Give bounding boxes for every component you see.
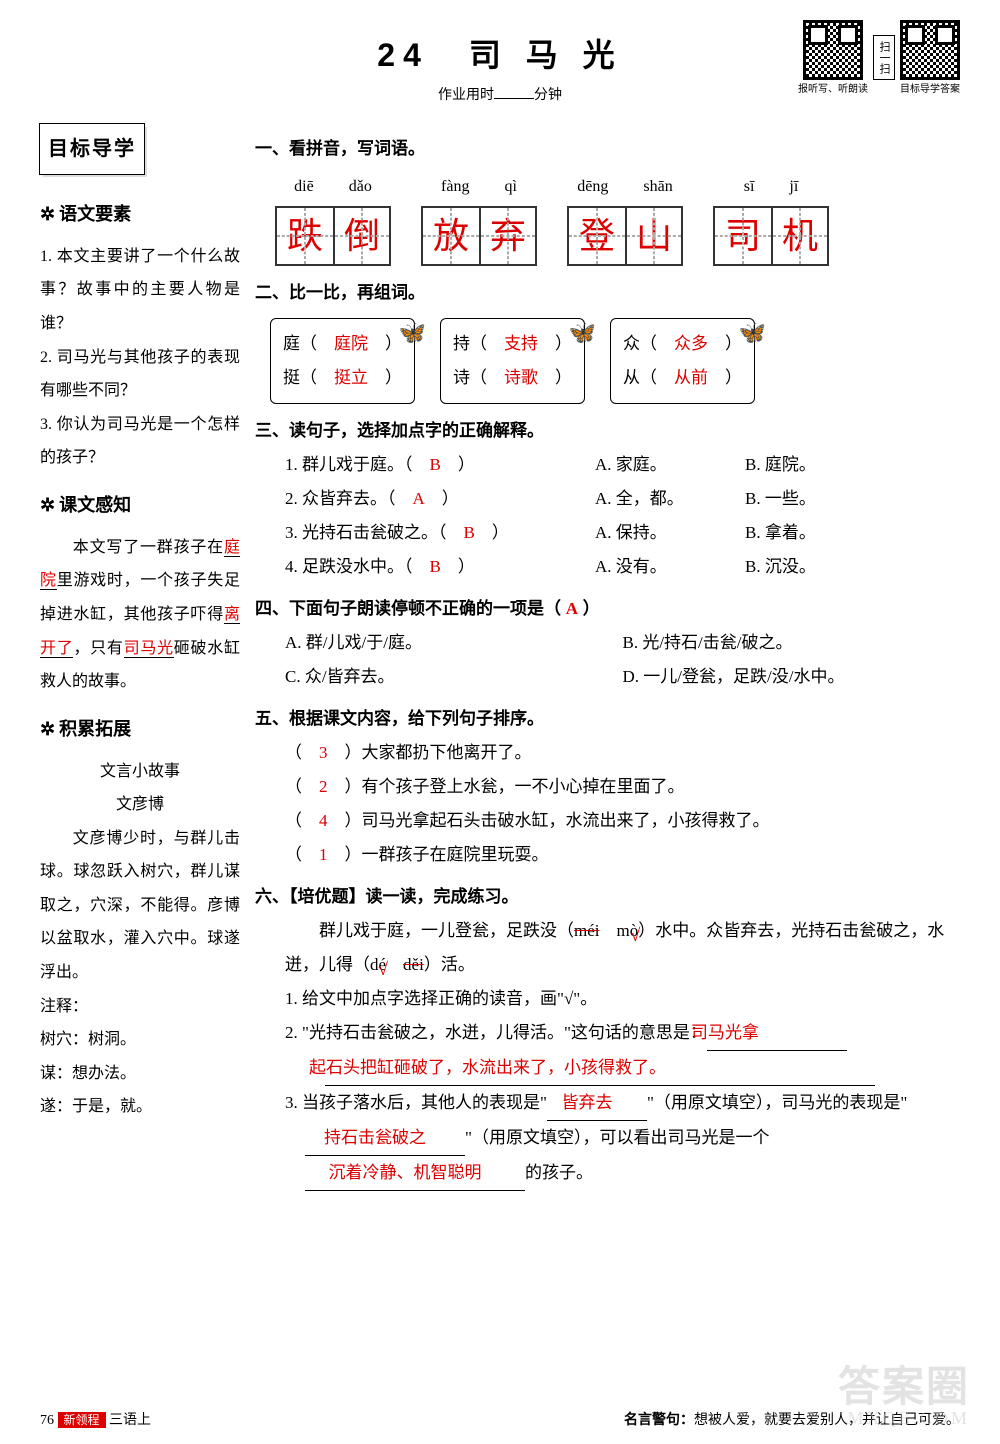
opt-a: A. 群/儿戏/于/庭。 <box>285 626 623 660</box>
sec2-title: 二、比一比，再组词。 <box>255 276 960 310</box>
sec6-q1: 1. 给文中加点字选择正确的读音，画"√"。 <box>255 982 960 1016</box>
sec4-title: 四、下面句子朗读停顿不正确的一项是（ A ） <box>255 592 960 626</box>
opt-b: B. 光/持石/击瓮/破之。 <box>623 626 961 660</box>
sidebar-section-jilei: ✲积累拓展 <box>40 711 240 749</box>
sec6-q3: 3. 当孩子落水后，其他人的表现是"皆弃去"（用原文填空），司马光的表现是"持石… <box>255 1086 960 1191</box>
q2-answer-part2[interactable]: 起石头把缸砸破了，水流出来了，小孩得救了。 <box>325 1051 875 1086</box>
tianzi-cell[interactable]: 机 <box>771 208 827 264</box>
watermark-sub: MXQE.COM <box>847 1408 970 1429</box>
q3-ans1[interactable]: 皆弃去 <box>547 1086 647 1121</box>
zuci-box: 庭（ 庭院 ）挺（ 挺立 ）🦋 <box>270 318 415 404</box>
zuci-row: 庭（ 庭院 ）挺（ 挺立 ）🦋 持（ 支持 ）诗（ 诗歌 ）🦋 众（ 众多 ）从（ … <box>270 318 960 404</box>
sidebar-q1: 1. 本文主要讲了一个什么故事？故事中的主要人物是谁？ <box>40 240 240 341</box>
note-2: 谋：想办法。 <box>40 1057 240 1091</box>
watermark-main: 答案圈 <box>838 1353 970 1414</box>
opt-c: C. 众/皆弃去。 <box>285 660 623 694</box>
sidebar-kewen-text: 本文写了一群孩子在庭院里游戏时，一个孩子失足掉进水缸，其他孩子吓得离开了，只有司… <box>40 531 240 699</box>
sec1-title: 一、看拼音，写词语。 <box>255 132 960 166</box>
sec3-list: 1. 群儿戏于庭。（ B ）A. 家庭。B. 庭院。2. 众皆弃去。（ A ）A… <box>255 448 960 584</box>
pinyin-wrong-2: děi <box>403 955 424 974</box>
pinyin-syllable: dēng <box>577 171 608 203</box>
sidebar-section-kewen: ✲课文感知 <box>40 487 240 525</box>
scan-label: 扫一扫 <box>873 35 895 80</box>
pinyin-syllable: dǎo <box>349 171 372 203</box>
main-content: 一、看拼音，写词语。 diē dǎo 跌倒 fàng qì 放弃 dēng shān 登山 sī j… <box>255 124 960 1191</box>
tianzi-cell[interactable]: 山 <box>625 208 681 264</box>
qr-icon <box>900 20 960 80</box>
sec3-item: 2. 众皆弃去。（ A ）A. 全，都。B. 一些。 <box>285 482 960 516</box>
qr-answer: 目标导学答案 <box>900 20 960 95</box>
story-body: 文彦博少时，与群儿击球。球忽跃入树穴，群儿谋取之，穴深，不能得。彦博以盆取水，灌… <box>40 822 240 990</box>
notes-head: 注释： <box>40 990 240 1024</box>
q3-ans3[interactable]: 沉着冷静、机智聪明 <box>305 1156 525 1191</box>
pinyin-syllable: fàng <box>441 171 469 203</box>
sec5-title: 五、根据课文内容，给下列句子排序。 <box>255 702 960 736</box>
sec4-opts-row1: A. 群/儿戏/于/庭。 B. 光/持石/击瓮/破之。 <box>255 626 960 660</box>
target-guide-head: 目标导学 <box>40 124 144 174</box>
sec3-item: 3. 光持石击瓮破之。（ B ）A. 保持。B. 拿着。 <box>285 516 960 550</box>
pinyin-syllable: shān <box>643 171 672 203</box>
word-box: dēng shān 登山 <box>567 171 683 266</box>
sec6-q2: 2. "光持石击瓮破之，水迸，儿得活。"这句话的意思是：司马光拿 起石头把缸砸破… <box>255 1016 960 1086</box>
sec3-title: 三、读句子，选择加点字的正确解释。 <box>255 414 960 448</box>
sidebar-section-yuwen: ✲语文要素 <box>40 196 240 234</box>
tianzi-cell[interactable]: 司 <box>715 208 771 264</box>
sec3-item: 1. 群儿戏于庭。（ B ）A. 家庭。B. 庭院。 <box>285 448 960 482</box>
qr-codes: 报听写、听朗读 扫一扫 目标导学答案 <box>798 20 960 95</box>
zuci-box: 众（ 众多 ）从（ 从前 ）🦋 <box>610 318 755 404</box>
qr-icon <box>803 20 863 80</box>
sec5-item: （ 3 ）大家都扔下他离开了。 <box>285 736 960 770</box>
story-author: 文彦博 <box>40 788 240 822</box>
page-info: 76 新领程 三语上 <box>40 1409 151 1429</box>
tianzi-cell[interactable]: 倒 <box>333 208 389 264</box>
word-box: fàng qì 放弃 <box>421 171 537 266</box>
sec6-title: 六、【培优题】读一读，完成练习。 <box>255 880 960 914</box>
pinyin-right-2: dé <box>370 955 386 974</box>
leaf-icon: ✲ <box>40 487 55 525</box>
q2-answer-part1[interactable]: 司马光拿 <box>707 1016 847 1051</box>
sec4-opts-row2: C. 众/皆弃去。 D. 一儿/登瓮，足跌/没/水中。 <box>255 660 960 694</box>
tianzige-row: diē dǎo 跌倒 fàng qì 放弃 dēng shān 登山 sī jī 司机 <box>275 171 960 266</box>
sec4-answer[interactable]: A <box>566 599 578 618</box>
zuci-box: 持（ 支持 ）诗（ 诗歌 ）🦋 <box>440 318 585 404</box>
note-1: 树穴：树洞。 <box>40 1023 240 1057</box>
sec5-item: （ 4 ）司马光拿起石头击破水缸，水流出来了，小孩得救了。 <box>285 804 960 838</box>
pinyin-syllable: qì <box>504 171 516 203</box>
leaf-icon: ✲ <box>40 711 55 749</box>
sec6-passage: 群儿戏于庭，一儿登瓮，足跌没（méi mò）水中。众皆弃去，光持石击瓮破之，水迸… <box>255 914 960 982</box>
sec5-list: （ 3 ）大家都扔下他离开了。（ 2 ）有个孩子登上水瓮，一不小心掉在里面了。（… <box>255 736 960 872</box>
tianzi-cell[interactable]: 登 <box>569 208 625 264</box>
word-box: sī jī 司机 <box>713 171 829 266</box>
q3-ans2[interactable]: 持石击瓮破之 <box>305 1121 465 1156</box>
sidebar-q2: 2. 司马光与其他孩子的表现有哪些不同？ <box>40 341 240 408</box>
pinyin-right-1: mò <box>617 921 639 940</box>
tianzi-cell[interactable]: 跌 <box>277 208 333 264</box>
pinyin-syllable: jī <box>789 171 798 203</box>
tianzi-cell[interactable]: 放 <box>423 208 479 264</box>
page-header: 24 司 马 光 作业用时分钟 报听写、听朗读 扫一扫 目标导学答案 <box>40 30 960 104</box>
page-tag: 新领程 <box>58 1412 106 1428</box>
page-footer: 76 新领程 三语上 名言警句：想被人爱，就要去爱别人，并让自己可爱。 <box>40 1409 960 1429</box>
leaf-icon: ✲ <box>40 196 55 234</box>
pinyin-syllable: sī <box>744 171 755 203</box>
sidebar: 目标导学 ✲语文要素 1. 本文主要讲了一个什么故事？故事中的主要人物是谁？ 2… <box>40 124 240 1191</box>
sidebar-q3: 3. 你认为司马光是一个怎样的孩子？ <box>40 408 240 475</box>
sec5-item: （ 2 ）有个孩子登上水瓮，一不小心掉在里面了。 <box>285 770 960 804</box>
qr-listen: 报听写、听朗读 <box>798 20 868 95</box>
sec5-item: （ 1 ）一群孩子在庭院里玩耍。 <box>285 838 960 872</box>
tianzi-cell[interactable]: 弃 <box>479 208 535 264</box>
pinyin-syllable: diē <box>294 171 314 203</box>
note-3: 遂：于是，就。 <box>40 1090 240 1124</box>
opt-d: D. 一儿/登瓮，足跌/没/水中。 <box>623 660 961 694</box>
blank-3[interactable]: 司马光 <box>124 640 174 658</box>
sec3-item: 4. 足跌没水中。（ B ）A. 没有。B. 沉没。 <box>285 550 960 584</box>
story-title: 文言小故事 <box>40 755 240 789</box>
word-box: diē dǎo 跌倒 <box>275 171 391 266</box>
